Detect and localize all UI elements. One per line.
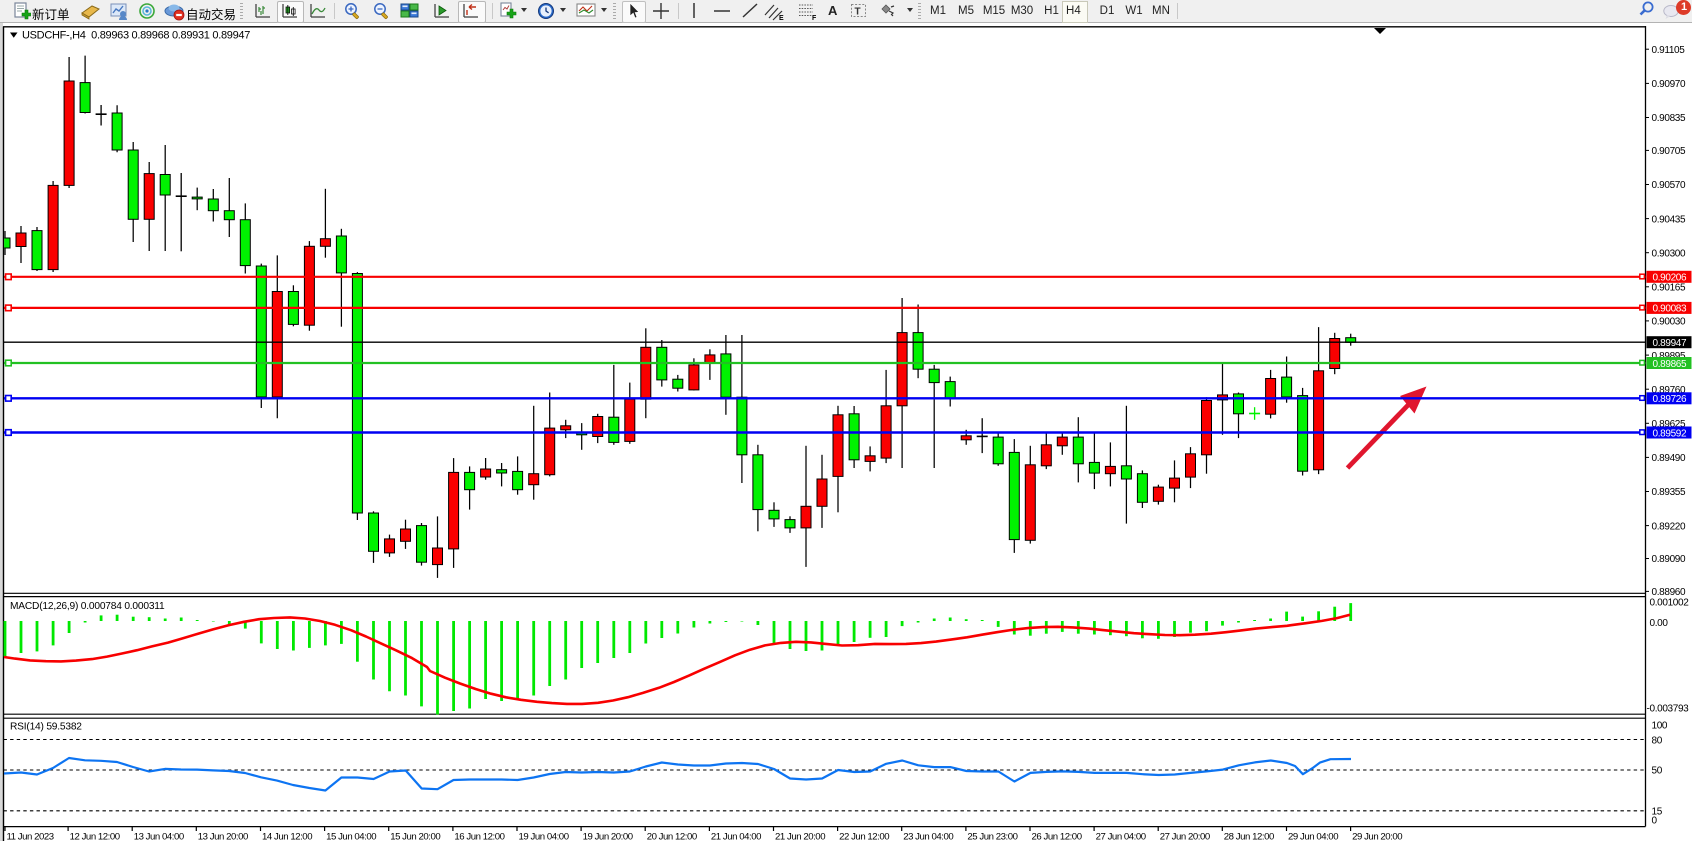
- svg-text:21 Jun 20:00: 21 Jun 20:00: [775, 832, 825, 841]
- svg-text:0.90570: 0.90570: [1652, 180, 1686, 191]
- svg-text:0.90206: 0.90206: [1653, 273, 1687, 284]
- svg-text:100: 100: [1652, 721, 1668, 732]
- svg-text:-0.003793: -0.003793: [1647, 704, 1690, 715]
- svg-text:MACD(12,26,9) 0.000784 0.00031: MACD(12,26,9) 0.000784 0.000311: [10, 601, 165, 612]
- svg-text:0.89355: 0.89355: [1652, 487, 1686, 498]
- svg-text:0.00: 0.00: [1650, 618, 1669, 629]
- svg-text:13 Jun 20:00: 13 Jun 20:00: [198, 832, 248, 841]
- svg-text:0.91105: 0.91105: [1652, 45, 1686, 56]
- svg-text:0: 0: [1652, 816, 1658, 827]
- svg-text:E: E: [779, 15, 784, 21]
- svg-text:0.89220: 0.89220: [1652, 521, 1686, 532]
- svg-text:27 Jun 04:00: 27 Jun 04:00: [1096, 832, 1146, 841]
- svg-text:12 Jun 12:00: 12 Jun 12:00: [70, 832, 120, 841]
- svg-text:RSI(14) 59.5382: RSI(14) 59.5382: [10, 722, 82, 733]
- svg-text:0.89760: 0.89760: [1652, 385, 1686, 396]
- svg-text:22 Jun 12:00: 22 Jun 12:00: [839, 832, 889, 841]
- svg-text:0.90030: 0.90030: [1652, 317, 1686, 328]
- svg-text:29 Jun 20:00: 29 Jun 20:00: [1352, 832, 1402, 841]
- svg-text:0.90435: 0.90435: [1652, 214, 1686, 225]
- svg-text:0.001002: 0.001002: [1650, 598, 1690, 609]
- svg-text:80: 80: [1652, 735, 1663, 746]
- svg-text:16 Jun 12:00: 16 Jun 12:00: [454, 832, 504, 841]
- svg-text:25 Jun 23:00: 25 Jun 23:00: [967, 832, 1017, 841]
- svg-text:0.89726: 0.89726: [1653, 394, 1687, 405]
- svg-text:0.89090: 0.89090: [1652, 554, 1686, 565]
- svg-text:0.90835: 0.90835: [1652, 113, 1686, 124]
- svg-text:0.90300: 0.90300: [1652, 248, 1686, 259]
- svg-text:20 Jun 12:00: 20 Jun 12:00: [647, 832, 697, 841]
- svg-text:19 Jun 04:00: 19 Jun 04:00: [519, 832, 569, 841]
- svg-text:19 Jun 20:00: 19 Jun 20:00: [583, 832, 633, 841]
- svg-text:13 Jun 04:00: 13 Jun 04:00: [134, 832, 184, 841]
- svg-text:28 Jun 12:00: 28 Jun 12:00: [1224, 832, 1274, 841]
- svg-text:26 Jun 12:00: 26 Jun 12:00: [1032, 832, 1082, 841]
- svg-text:15 Jun 20:00: 15 Jun 20:00: [390, 832, 440, 841]
- svg-text:USDCHF-,H4 0.89963 0.89968 0.: USDCHF-,H4 0.89963 0.89968 0.89931 0.899…: [22, 30, 250, 42]
- svg-text:0.90165: 0.90165: [1652, 283, 1686, 294]
- svg-text:15: 15: [1652, 806, 1663, 817]
- svg-text:T: T: [855, 7, 861, 18]
- svg-text:0.89625: 0.89625: [1652, 419, 1686, 430]
- svg-text:29 Jun 04:00: 29 Jun 04:00: [1288, 832, 1338, 841]
- svg-text:0.89895: 0.89895: [1652, 351, 1686, 362]
- svg-text:15 Jun 04:00: 15 Jun 04:00: [326, 832, 376, 841]
- svg-text:0.89865: 0.89865: [1653, 359, 1687, 370]
- svg-text:0.88960: 0.88960: [1652, 587, 1686, 598]
- svg-text:0.90083: 0.90083: [1653, 304, 1687, 315]
- svg-text:0.89490: 0.89490: [1652, 453, 1686, 464]
- svg-text:F: F: [812, 15, 817, 21]
- svg-text:14 Jun 12:00: 14 Jun 12:00: [262, 832, 312, 841]
- svg-text:0.90970: 0.90970: [1652, 79, 1686, 90]
- svg-text:23 Jun 04:00: 23 Jun 04:00: [903, 832, 953, 841]
- svg-text:0.89592: 0.89592: [1653, 428, 1687, 439]
- svg-text:11 Jun 2023: 11 Jun 2023: [7, 832, 54, 841]
- svg-text:50: 50: [1652, 766, 1663, 777]
- svg-text:21 Jun 04:00: 21 Jun 04:00: [711, 832, 761, 841]
- svg-text:0.90705: 0.90705: [1652, 146, 1686, 157]
- svg-text:0.89947: 0.89947: [1653, 338, 1687, 349]
- svg-text:27 Jun 20:00: 27 Jun 20:00: [1160, 832, 1210, 841]
